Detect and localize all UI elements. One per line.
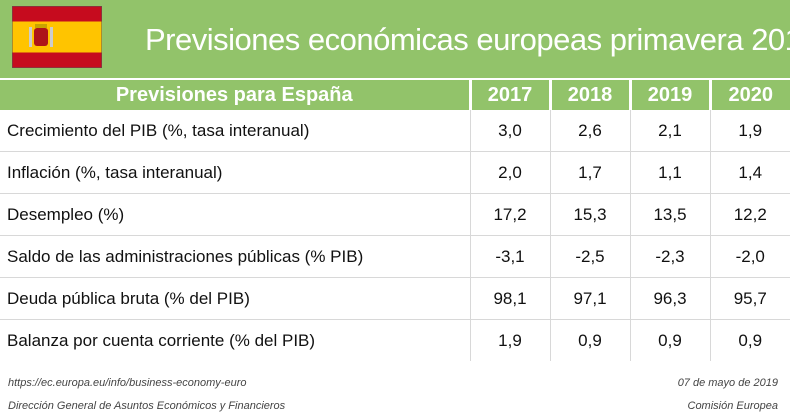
table-row: Saldo de las administraciones públicas (…	[0, 235, 790, 278]
flag	[12, 6, 102, 68]
cell-value: -3,1	[469, 235, 550, 278]
cell-value: -2,0	[709, 235, 790, 278]
forecast-table: Previsiones para España 2017 2018 2019 2020 …	[0, 80, 790, 361]
header-banner	[0, 0, 790, 78]
column-header-year: 2018	[548, 80, 630, 110]
cell-value: 1,9	[709, 110, 790, 152]
cell-value: 13,5	[629, 193, 710, 236]
cell-value: -2,5	[549, 235, 630, 278]
title: Previsiones económicas europeas primaver…	[145, 22, 790, 57]
cell-value: 0,9	[549, 319, 630, 361]
table-row: Balanza por cuenta corriente (% del PIB)…	[0, 319, 790, 361]
cell-value: 0,9	[629, 319, 710, 361]
cell-value: 95,7	[709, 277, 790, 320]
cell-value: 12,2	[709, 193, 790, 236]
date: 07 de mayo de 2019	[677, 377, 778, 389]
table-body: Crecimiento del PIB (%, tasa interanual)…	[0, 110, 790, 361]
cell-value: 1,7	[549, 151, 630, 194]
source-org: Dirección General de Asuntos Económicos …	[8, 400, 286, 412]
row-label: Crecimiento del PIB (%, tasa interanual)	[7, 120, 310, 140]
table-row: Deuda pública bruta (% del PIB) 98,1 97,1 9…	[0, 277, 790, 320]
cell-value: 1,4	[709, 151, 790, 194]
table-row: Desempleo (%) 17,2 15,3 13,5 12,2	[0, 193, 790, 236]
column-header-year: 2020	[708, 80, 790, 110]
cell-value: 15,3	[549, 193, 630, 236]
column-header-label: Previsiones para España	[0, 80, 470, 110]
cell-value: 17,2	[469, 193, 550, 236]
header-row: Previsiones para España 2017 2018 2019 2020	[0, 80, 790, 110]
row-label: Inflación (%, tasa interanual)	[0, 151, 470, 194]
column-header-year: 2019	[628, 80, 710, 110]
cell-value: 1,1	[629, 151, 710, 194]
row-label: Desempleo (%)	[0, 193, 470, 236]
row-label: Deuda pública bruta (% del PIB)	[0, 277, 470, 320]
cell-value: 98,1	[469, 277, 550, 320]
row-label: Saldo de las administraciones públicas (…	[0, 235, 470, 278]
cell-value: 0,9	[709, 319, 790, 361]
cell-value: 97,1	[549, 277, 630, 320]
row-label: Balanza por cuenta corriente (% del PIB)	[0, 319, 470, 361]
cell-value: 1,9	[469, 319, 550, 361]
cell-value: 2,0	[469, 151, 550, 194]
table-row: Crecimiento del PIB (%, tasa interanual)…	[0, 110, 790, 152]
cell-value: 2,1	[629, 110, 710, 152]
cell-value: 2,6	[549, 110, 630, 152]
source-url: https://ec.europa.eu/info/business-econo…	[8, 377, 247, 389]
column-header-year: 2017	[468, 80, 550, 110]
publisher: Comisión Europea	[687, 400, 779, 412]
cell-value: 96,3	[629, 277, 710, 320]
table-row: Inflación (%, tasa interanual) 2,0 1,7 1,1 1…	[0, 151, 790, 194]
cell-value: 3,0	[469, 110, 550, 152]
cell-value: -2,3	[629, 235, 710, 278]
